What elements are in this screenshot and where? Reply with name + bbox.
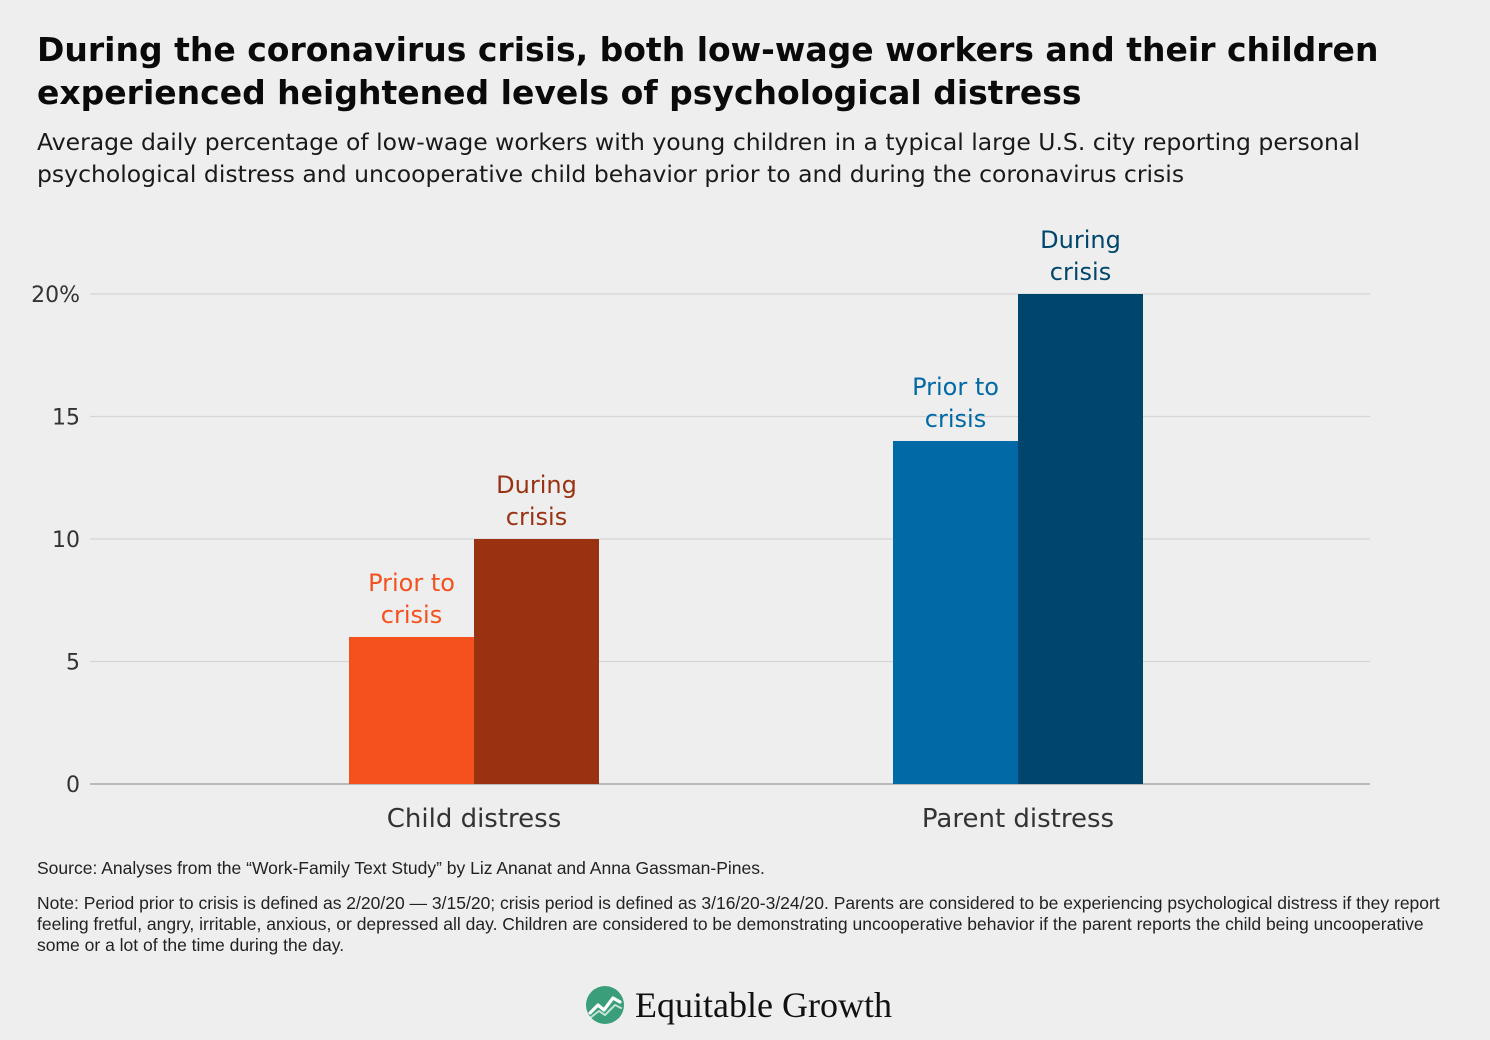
y-tick-label: 0 — [66, 773, 80, 798]
bar-data-label: During — [1040, 226, 1121, 254]
source-note: Source: Analyses from the “Work-Family T… — [37, 858, 765, 878]
y-tick-label: 20% — [31, 283, 80, 308]
bars — [349, 294, 1143, 784]
bar — [1018, 294, 1143, 784]
bar-data-label: crisis — [381, 601, 442, 629]
x-tick-label: Parent distress — [922, 804, 1114, 834]
equitable-growth-logo: Equitable Growth — [585, 983, 892, 1027]
grid-lines — [90, 293, 1370, 785]
bar — [349, 637, 474, 784]
x-tick-label: Child distress — [387, 804, 562, 834]
bar-data-label: Prior to — [368, 569, 455, 597]
chart-subtitle: Average daily percentage of low-wage wor… — [37, 128, 1360, 188]
bar-data-label: During — [496, 471, 577, 499]
methodology-note: Note: Period prior to crisis is defined … — [37, 893, 1440, 955]
y-tick-label: 5 — [66, 651, 80, 676]
y-axis-ticks: 0 5 10 15 20% — [31, 283, 80, 798]
bar-data-label: crisis — [506, 503, 567, 531]
bar — [893, 441, 1018, 784]
bar-data-label: crisis — [925, 405, 986, 433]
bar — [474, 539, 599, 784]
bar-labels: Prior to crisis During crisis Prior to crisis… — [368, 226, 1121, 629]
y-tick-label: 15 — [52, 406, 80, 431]
bar-data-label: crisis — [1050, 258, 1111, 286]
x-axis-ticks: Child distress Parent distress — [387, 804, 1114, 834]
logo-text: Equitable Growth — [635, 985, 892, 1025]
chart-title: During the coronavirus crisis, both low-… — [37, 30, 1379, 112]
equitable-growth-logo-icon — [586, 986, 624, 1024]
y-tick-label: 10 — [52, 528, 80, 553]
bar-data-label: Prior to — [912, 373, 999, 401]
